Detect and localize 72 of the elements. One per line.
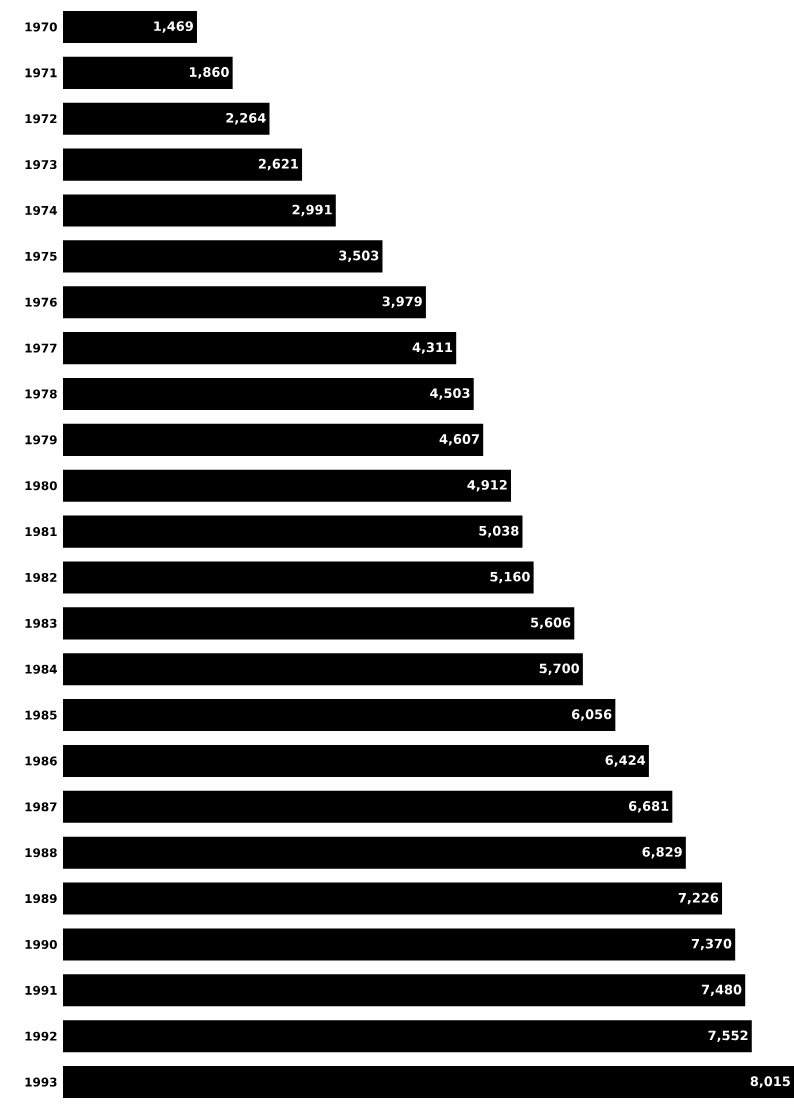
y-tick-label: 1980 xyxy=(25,481,57,491)
y-tick-label: 1985 xyxy=(25,710,57,720)
data-label: 7,480 xyxy=(701,984,742,997)
data-label: 3,979 xyxy=(382,296,422,308)
data-label: 6,829 xyxy=(642,846,682,859)
bar xyxy=(62,332,457,365)
bar xyxy=(62,10,197,44)
bar xyxy=(62,607,575,640)
data-label: 7,370 xyxy=(691,938,732,951)
y-tick-label: 1988 xyxy=(25,848,57,858)
data-label: 4,503 xyxy=(430,388,470,400)
data-label: 1,860 xyxy=(189,67,229,79)
bar xyxy=(62,148,302,181)
y-tick-label: 1978 xyxy=(25,389,57,399)
data-label: 6,056 xyxy=(571,709,612,721)
data-label: 5,700 xyxy=(539,663,580,675)
data-label: 6,681 xyxy=(628,801,669,813)
data-label: 2,991 xyxy=(292,204,332,217)
data-label: 3,503 xyxy=(339,250,379,263)
y-tick-label: 1992 xyxy=(25,1031,57,1041)
bar xyxy=(62,1066,794,1099)
y-tick-label: 1984 xyxy=(25,664,57,674)
bar xyxy=(62,882,722,915)
data-label: 5,160 xyxy=(490,571,530,584)
bar xyxy=(62,653,583,686)
data-label: 4,607 xyxy=(439,434,479,446)
y-tick-label: 1979 xyxy=(25,435,57,445)
y-tick-label: 1983 xyxy=(25,618,57,628)
bar xyxy=(62,377,474,410)
bar xyxy=(62,744,649,777)
data-label: 5,606 xyxy=(531,617,571,630)
y-tick-label: 1970 xyxy=(25,22,57,32)
y-tick-label: 1977 xyxy=(25,343,57,353)
data-label: 6,424 xyxy=(605,755,646,767)
bar xyxy=(62,469,511,502)
data-label: 2,264 xyxy=(226,112,266,125)
bar xyxy=(62,423,484,456)
bar xyxy=(62,286,426,319)
y-tick-label: 1974 xyxy=(25,205,57,215)
y-tick-label: 1993 xyxy=(25,1077,57,1087)
bar xyxy=(62,240,383,273)
bar xyxy=(62,790,673,823)
y-tick-label: 1972 xyxy=(25,114,57,124)
y-tick-label: 1976 xyxy=(25,297,57,307)
y-tick-label: 1989 xyxy=(25,894,57,904)
data-label: 5,038 xyxy=(479,525,519,538)
y-tick-label: 1975 xyxy=(25,251,57,261)
data-label: 2,621 xyxy=(258,158,298,171)
bar xyxy=(62,928,736,961)
bar xyxy=(62,56,233,89)
y-tick-label: 1982 xyxy=(25,572,57,582)
bar xyxy=(62,194,336,227)
data-label: 4,912 xyxy=(467,479,507,492)
bar xyxy=(62,836,686,869)
bar xyxy=(62,102,270,135)
y-tick-label: 1991 xyxy=(25,985,57,995)
y-tick-label: 1981 xyxy=(25,527,57,537)
data-label: 8,015 xyxy=(750,1076,790,1088)
y-tick-label: 1973 xyxy=(25,160,57,170)
bar xyxy=(62,515,523,548)
data-label: 1,469 xyxy=(154,21,193,33)
y-tick-label: 1986 xyxy=(25,756,57,766)
y-tick-label: 1971 xyxy=(25,68,57,78)
y-tick-label: 1987 xyxy=(25,802,57,812)
bar xyxy=(62,1020,752,1053)
y-tick-label: 1990 xyxy=(25,939,57,949)
data-label: 7,226 xyxy=(678,892,719,905)
data-label: 7,552 xyxy=(708,1030,748,1042)
data-label: 4,311 xyxy=(412,342,453,354)
bar xyxy=(62,974,746,1007)
bar xyxy=(62,699,616,732)
bar xyxy=(62,561,534,594)
